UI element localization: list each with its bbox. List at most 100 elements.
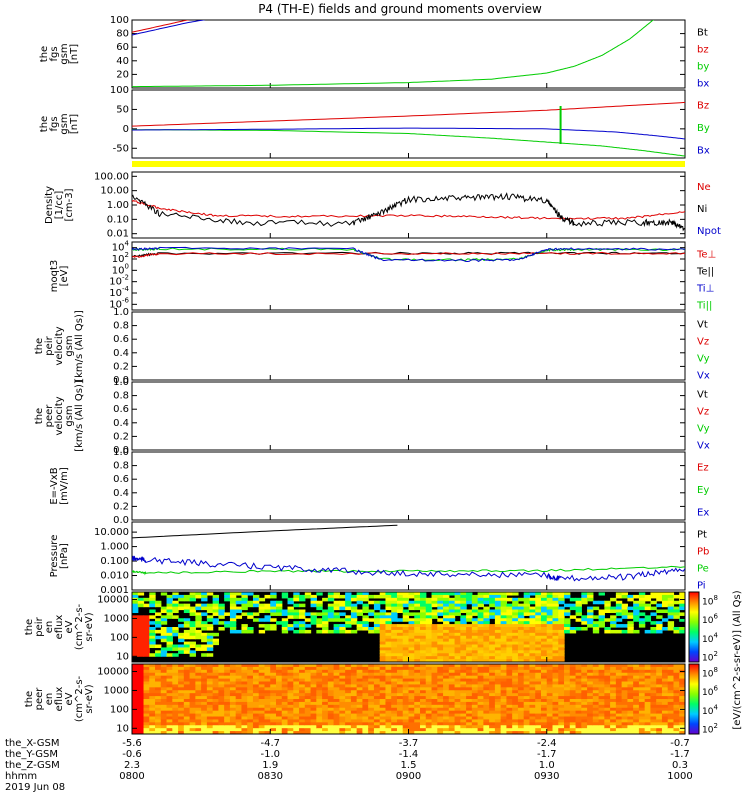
spectrogram-cell (529, 656, 536, 660)
spectrogram-cell (454, 629, 461, 634)
spectrogram-cell (425, 659, 433, 662)
spectrogram-cell (581, 669, 588, 674)
spectrogram-cell (414, 693, 421, 697)
spectrogram-cell (414, 647, 421, 651)
spectrogram-cell (546, 728, 554, 732)
spectrogram-cell (402, 699, 410, 703)
spectrogram-cell (437, 612, 444, 616)
spectrogram-cell (575, 681, 582, 686)
spectrogram-cell (443, 656, 450, 660)
spectrogram-cell (558, 672, 565, 677)
spectrogram-cell (143, 627, 150, 631)
spectrogram-cell (512, 650, 519, 654)
spectrogram-cell (235, 687, 243, 691)
spectrogram-cell (650, 612, 657, 616)
spectrogram-cell (229, 693, 237, 697)
spectrogram-cell (425, 669, 433, 674)
spectrogram-cell (201, 653, 208, 657)
spectrogram-cell (500, 653, 508, 657)
spectrogram-cell (581, 600, 588, 605)
spectrogram-cell (270, 675, 277, 680)
spectrogram-cell (425, 664, 433, 668)
spectrogram-cell (391, 675, 398, 680)
spectrogram-cell (540, 693, 548, 697)
spectrogram-cell (229, 725, 237, 729)
spectrogram-cell (299, 597, 306, 602)
spectrogram-cell (460, 719, 467, 723)
spectrogram-cell (437, 597, 444, 602)
spectrogram-cell (327, 609, 335, 614)
spectrogram-cell (339, 719, 346, 723)
spectrogram-cell (615, 629, 623, 634)
spectrogram-cell (420, 731, 427, 734)
spectrogram-cell (345, 731, 352, 734)
spectrogram-cell (143, 632, 150, 637)
spectrogram-cell (391, 716, 398, 721)
spectrogram-cell (155, 707, 162, 712)
spectrogram-cell (477, 669, 484, 674)
spectrogram-cell (621, 664, 628, 668)
spectrogram-cell (558, 731, 565, 734)
spectrogram-cell (345, 606, 352, 611)
spectrogram-cell (592, 713, 600, 718)
spectrogram-cell (172, 713, 179, 718)
spectrogram-cell (293, 594, 300, 599)
spectrogram-cell (581, 684, 588, 688)
spectrogram-cell (506, 606, 513, 611)
spectrogram-cell (373, 629, 381, 634)
spectrogram-cell (535, 597, 542, 602)
spectrogram-cell (506, 722, 513, 726)
spectrogram-cell (477, 644, 484, 649)
spectrogram-cell (408, 669, 415, 674)
spectrogram-cell (195, 713, 202, 718)
spectrogram-cell (183, 603, 191, 608)
spectrogram-cell (287, 710, 294, 715)
spectrogram-cell (437, 629, 444, 634)
spectrogram-cell (650, 731, 657, 734)
spectrogram-cell (322, 722, 329, 726)
spectrogram-cell (333, 594, 340, 599)
spectrogram-cell (673, 707, 680, 712)
spectrogram-cell (512, 710, 519, 715)
spectrogram-cell (477, 707, 484, 712)
spectrogram-cell (160, 627, 168, 631)
spectrogram-cell (535, 635, 542, 640)
spectrogram-cell (460, 621, 467, 625)
spectrogram-cell (587, 606, 594, 611)
spectrogram-cell (443, 696, 450, 700)
spectrogram-cell (195, 693, 202, 697)
spectrogram-cell (402, 690, 410, 694)
spectrogram-cell (345, 594, 352, 599)
spectrogram-cell (581, 728, 588, 732)
spectrogram-cell (667, 713, 675, 718)
spectrogram-cell (339, 710, 346, 715)
spectrogram-cell (178, 603, 185, 608)
spectrogram-cell (172, 687, 179, 691)
spectrogram-cell (512, 690, 519, 694)
spectrogram-cell (598, 615, 605, 619)
spectrogram-cell (201, 681, 208, 686)
spectrogram-cell (644, 678, 652, 683)
spectrogram-cell (281, 669, 289, 674)
spectrogram-cell (460, 675, 467, 680)
spectrogram-cell (540, 699, 548, 703)
spectrogram-cell (540, 731, 548, 734)
spectrogram-cell (420, 664, 427, 668)
spectrogram-cell (661, 713, 669, 718)
spectrogram-cell (627, 675, 634, 680)
spectrogram-cell (638, 606, 646, 611)
spectrogram-cell (615, 594, 623, 599)
spectrogram-cell (564, 693, 571, 697)
spectrogram-cell (558, 656, 565, 660)
footer-value: 0800 (119, 771, 144, 782)
spectrogram-cell (529, 592, 536, 596)
spectrogram-cell (483, 618, 490, 622)
spectrogram-cell (408, 672, 415, 677)
spectrogram-cell (517, 731, 525, 734)
spectrogram-cell (132, 592, 139, 596)
spectrogram-cell (661, 600, 669, 605)
spectrogram-cell (385, 594, 392, 599)
spectrogram-cell (598, 672, 605, 677)
spectrogram-cell (270, 710, 277, 715)
spectrogram-cell (276, 707, 283, 712)
